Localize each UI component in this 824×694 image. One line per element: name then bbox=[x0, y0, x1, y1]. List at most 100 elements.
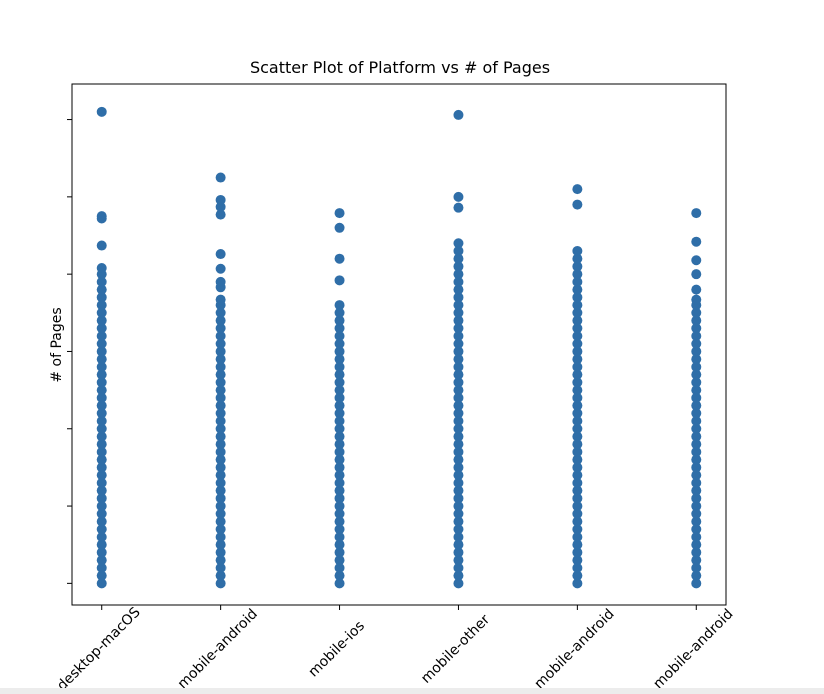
plot-frame bbox=[71, 83, 727, 606]
point bbox=[453, 493, 464, 504]
point bbox=[572, 315, 583, 326]
point bbox=[453, 323, 464, 334]
point bbox=[453, 276, 464, 287]
point bbox=[453, 346, 464, 357]
point bbox=[572, 346, 583, 357]
point bbox=[453, 361, 464, 372]
point bbox=[691, 269, 702, 280]
point bbox=[453, 245, 464, 256]
point bbox=[215, 294, 226, 305]
y-axis-label: # of Pages bbox=[49, 307, 65, 382]
point bbox=[691, 570, 702, 581]
point bbox=[453, 555, 464, 566]
point bbox=[572, 354, 583, 365]
point bbox=[691, 208, 702, 219]
point bbox=[96, 431, 107, 442]
point bbox=[215, 361, 226, 372]
point bbox=[334, 330, 345, 341]
point bbox=[691, 516, 702, 527]
point bbox=[453, 485, 464, 496]
point bbox=[572, 508, 583, 519]
point bbox=[572, 423, 583, 434]
x-tick-label: mobile-ios bbox=[305, 618, 367, 680]
point bbox=[453, 524, 464, 535]
point bbox=[215, 416, 226, 427]
point bbox=[572, 408, 583, 419]
point bbox=[572, 493, 583, 504]
point bbox=[453, 307, 464, 318]
point bbox=[453, 531, 464, 542]
point bbox=[215, 485, 226, 496]
point bbox=[572, 330, 583, 341]
point bbox=[572, 269, 583, 280]
point bbox=[453, 400, 464, 411]
x-tick-label: mobile-android bbox=[650, 606, 736, 692]
point bbox=[453, 477, 464, 488]
x-tick-label: mobile-android bbox=[532, 606, 618, 692]
point bbox=[572, 524, 583, 535]
point bbox=[215, 201, 226, 212]
point bbox=[334, 377, 345, 388]
point bbox=[453, 431, 464, 442]
point bbox=[572, 292, 583, 303]
point bbox=[691, 416, 702, 427]
point bbox=[572, 199, 583, 210]
point bbox=[572, 385, 583, 396]
point bbox=[215, 263, 226, 274]
point bbox=[572, 416, 583, 427]
point bbox=[215, 446, 226, 457]
point bbox=[691, 361, 702, 372]
point bbox=[691, 578, 702, 589]
point bbox=[334, 570, 345, 581]
point bbox=[334, 493, 345, 504]
point bbox=[215, 508, 226, 519]
point bbox=[453, 508, 464, 519]
point bbox=[453, 570, 464, 581]
point bbox=[215, 570, 226, 581]
point bbox=[572, 392, 583, 403]
point bbox=[453, 562, 464, 573]
point bbox=[572, 477, 583, 488]
point bbox=[691, 408, 702, 419]
point bbox=[334, 222, 345, 233]
point bbox=[691, 446, 702, 457]
point bbox=[572, 470, 583, 481]
point bbox=[96, 462, 107, 473]
point bbox=[96, 338, 107, 349]
point bbox=[215, 172, 226, 183]
point bbox=[691, 377, 702, 388]
point bbox=[334, 446, 345, 457]
point bbox=[96, 385, 107, 396]
point bbox=[334, 470, 345, 481]
point bbox=[453, 377, 464, 388]
point bbox=[334, 516, 345, 527]
point bbox=[453, 284, 464, 295]
point bbox=[96, 307, 107, 318]
point bbox=[691, 400, 702, 411]
point bbox=[96, 446, 107, 457]
point bbox=[691, 508, 702, 519]
point bbox=[96, 470, 107, 481]
point bbox=[572, 454, 583, 465]
point bbox=[572, 323, 583, 334]
point bbox=[572, 361, 583, 372]
point bbox=[453, 501, 464, 512]
point bbox=[572, 307, 583, 318]
point bbox=[96, 555, 107, 566]
point bbox=[334, 423, 345, 434]
point bbox=[334, 346, 345, 357]
point bbox=[96, 547, 107, 558]
point bbox=[691, 477, 702, 488]
point bbox=[572, 501, 583, 512]
point bbox=[96, 508, 107, 519]
point bbox=[215, 354, 226, 365]
point bbox=[215, 516, 226, 527]
point bbox=[334, 385, 345, 396]
point bbox=[334, 555, 345, 566]
point bbox=[453, 338, 464, 349]
point bbox=[334, 300, 345, 311]
point bbox=[96, 501, 107, 512]
point bbox=[453, 354, 464, 365]
point bbox=[453, 578, 464, 589]
point bbox=[453, 454, 464, 465]
